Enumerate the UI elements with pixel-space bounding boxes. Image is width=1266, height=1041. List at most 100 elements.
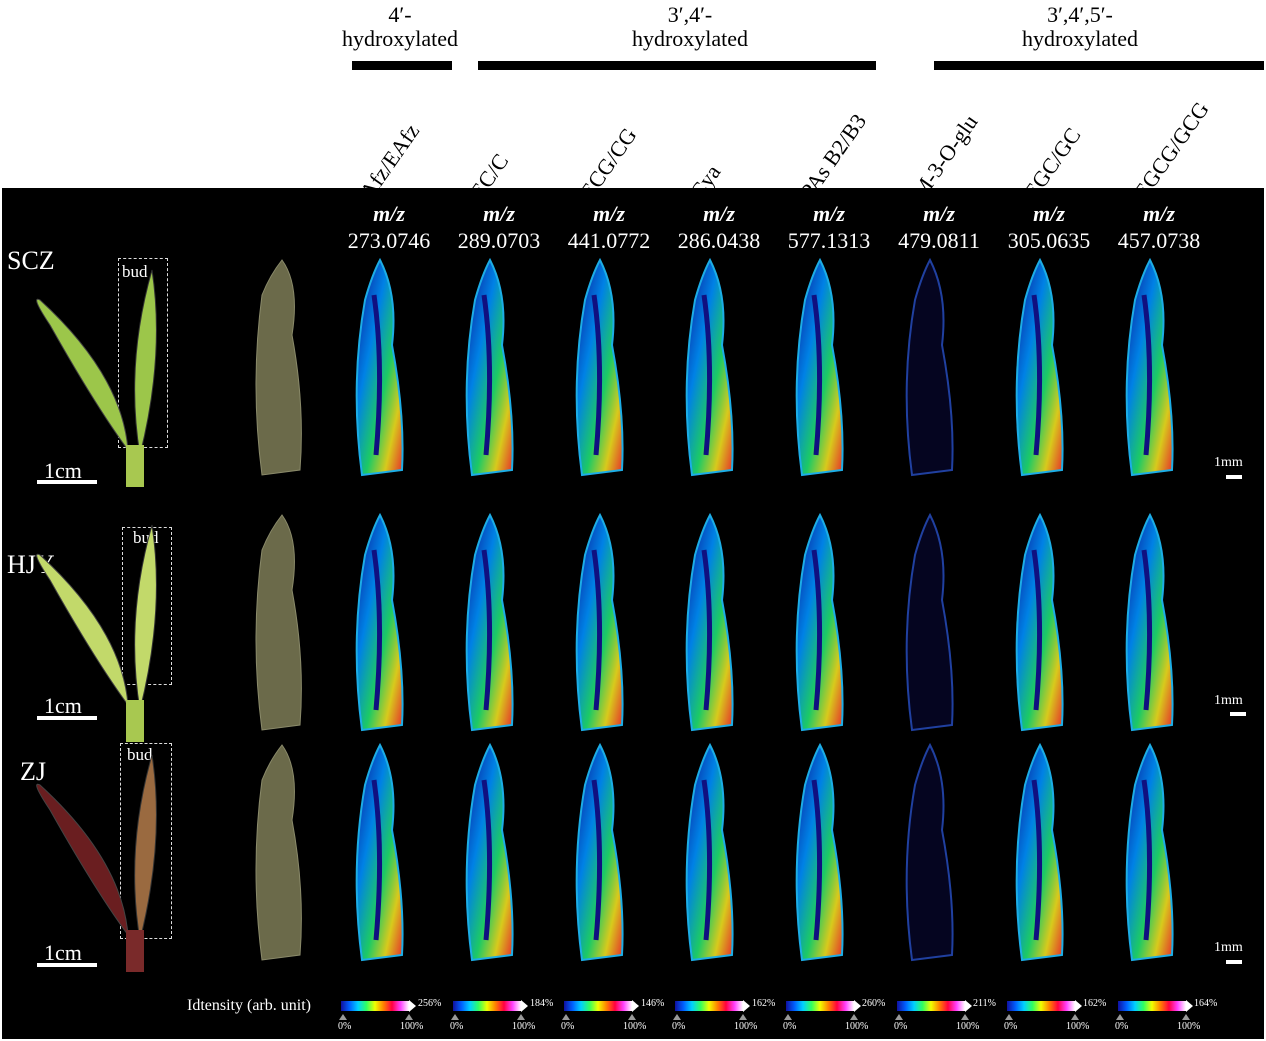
leaf-image [36,298,129,452]
colorbar-max: 164% [1194,998,1218,1009]
colorbar-full: 100% [845,1021,869,1032]
colorbar-min: 0% [1004,1021,1018,1032]
colorbar-tick [405,1014,413,1020]
section-image [255,259,302,476]
bud-image [134,524,157,711]
section-image [255,514,302,731]
stem-image [126,930,144,972]
msi-midrib [701,294,713,456]
msi-midrib [371,779,383,941]
msi-midrib [1141,779,1153,941]
mz-label: m/z [483,201,515,226]
group-label-4-hydroxylated: 4′- hydroxylated [330,3,470,51]
colorbar-arrow [409,1000,416,1012]
mz-header: m/z 305.0635 [994,200,1104,254]
colorbar-tick [451,1014,459,1020]
colorbar-gradient [564,1001,632,1011]
bud-label: bud [127,745,153,764]
group-line2: hydroxylated [1021,26,1139,51]
colorbar-tick [562,1014,570,1020]
mz-header: m/z 457.0738 [1104,200,1214,254]
mz-label: m/z [1033,201,1065,226]
colorbar-arrow [632,1000,639,1012]
colorbar-tick [961,1014,969,1020]
colorbar-tick [673,1014,681,1020]
msi-image [905,742,954,962]
leaf-image [36,553,129,707]
colorbar-min: 0% [672,1021,686,1032]
colorbar-tick [739,1014,747,1020]
scale-cm-bar [37,480,97,484]
row-label-zj: ZJ [20,757,46,786]
mz-label: m/z [1143,201,1175,226]
colorbar-full: 100% [734,1021,758,1032]
scale-mm-label: 1mm [1214,940,1243,955]
colorbar-min: 0% [783,1021,797,1032]
colorbar-max: 162% [752,998,776,1009]
scale-mm-label: 1mm [1214,455,1243,470]
stem-image [126,700,144,742]
colorbar-max: 256% [418,998,442,1009]
mz-value: 305.0635 [1007,228,1091,253]
mz-header: m/z 479.0811 [884,200,994,254]
colorbar-full: 100% [1177,1021,1201,1032]
msi-image [905,512,954,732]
msi-midrib [481,549,493,711]
colorbar-min: 0% [338,1021,352,1032]
bud-image [134,754,157,941]
mz-header: m/z 441.0772 [554,200,664,254]
group-line2: hydroxylated [631,26,749,51]
row-label-scz: SCZ [7,246,55,275]
scale-cm-bar [37,963,97,967]
colorbar-tick [517,1014,525,1020]
msi-image [905,257,954,477]
group-bar-4 [352,61,452,70]
mz-value: 289.0703 [457,228,541,253]
scale-mm-bar [1226,475,1242,479]
colorbar-gradient [1007,1001,1075,1011]
scale-mm-label: 1mm [1214,693,1243,708]
bud-box [122,527,172,685]
msi-midrib [1031,779,1043,941]
colorbar-full: 100% [623,1021,647,1032]
colorbar-max: 146% [641,998,665,1009]
colorbar-max: 260% [862,998,886,1009]
colorbar-arrow [743,1000,750,1012]
header-area [0,0,1266,188]
colorbar-tick [1005,1014,1013,1020]
colorbar-min: 0% [1115,1021,1129,1032]
msi-midrib [1141,294,1153,456]
msi-midrib [371,549,383,711]
colorbar-full: 100% [400,1021,424,1032]
colorbar-tick [784,1014,792,1020]
mz-label: m/z [373,201,405,226]
colorbar-gradient [786,1001,854,1011]
stem-image [126,445,144,487]
colorbar-min: 0% [894,1021,908,1032]
group-bar-345 [934,61,1264,70]
leaf-image [36,783,129,937]
colorbar-tick [339,1014,347,1020]
mz-header: m/z 577.1313 [774,200,884,254]
scale-cm-label: 1cm [44,458,82,483]
colorbar-min: 0% [561,1021,575,1032]
bud-image [134,269,157,456]
msi-midrib [591,549,603,711]
mz-header: m/z 286.0438 [664,200,774,254]
mz-label: m/z [703,201,735,226]
mz-label: m/z [593,201,625,226]
mz-value: 441.0772 [567,228,651,253]
colorbar-arrow [521,1000,528,1012]
group-line2: hydroxylated [341,26,459,51]
colorbar-full: 100% [512,1021,536,1032]
mz-label: m/z [923,201,955,226]
colorbar-tick [1071,1014,1079,1020]
colorbar-max: 184% [530,998,554,1009]
colorbar-arrow [1075,1000,1082,1012]
scale-cm-bar [37,716,97,720]
msi-midrib [1031,294,1043,456]
section-image [255,744,302,961]
colorbar-arrow [1186,1000,1193,1012]
colorbar-gradient [897,1001,965,1011]
